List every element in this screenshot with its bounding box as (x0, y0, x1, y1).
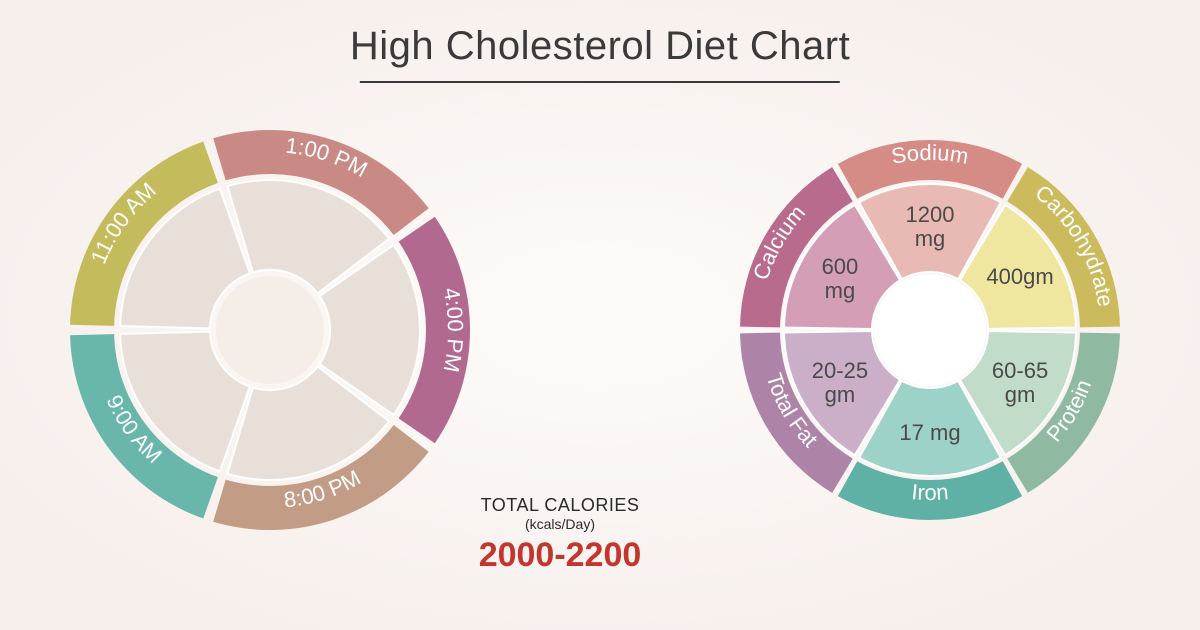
page-title: High Cholesterol Diet Chart (350, 24, 850, 69)
wheel-center (216, 276, 324, 384)
calories-value: 2000-2200 (430, 536, 690, 575)
nutrient-value: 600mg (822, 254, 859, 303)
calories-sub: (kcals/Day) (430, 516, 690, 532)
title-underline (360, 81, 840, 83)
nutrient-value: 400gm (986, 264, 1053, 289)
nutrient-label: Iron (911, 479, 950, 505)
page-title-block: High Cholesterol Diet Chart (350, 24, 850, 83)
meal-time-wheel: 9:00 AM11:00 AM1:00 PM4:00 PM8:00 PM (60, 120, 480, 540)
calories-label: TOTAL CALORIES (430, 495, 690, 516)
nutrient-label: Sodium (889, 140, 970, 169)
total-calories-block: TOTAL CALORIES (kcals/Day) 2000-2200 (430, 495, 690, 575)
wheel-center (874, 274, 986, 386)
nutrient-value: 17 mg (899, 420, 960, 445)
nutrients-wheel: 20-25gm600mg1200mg400gm60-65gm17 mgTotal… (720, 120, 1140, 540)
